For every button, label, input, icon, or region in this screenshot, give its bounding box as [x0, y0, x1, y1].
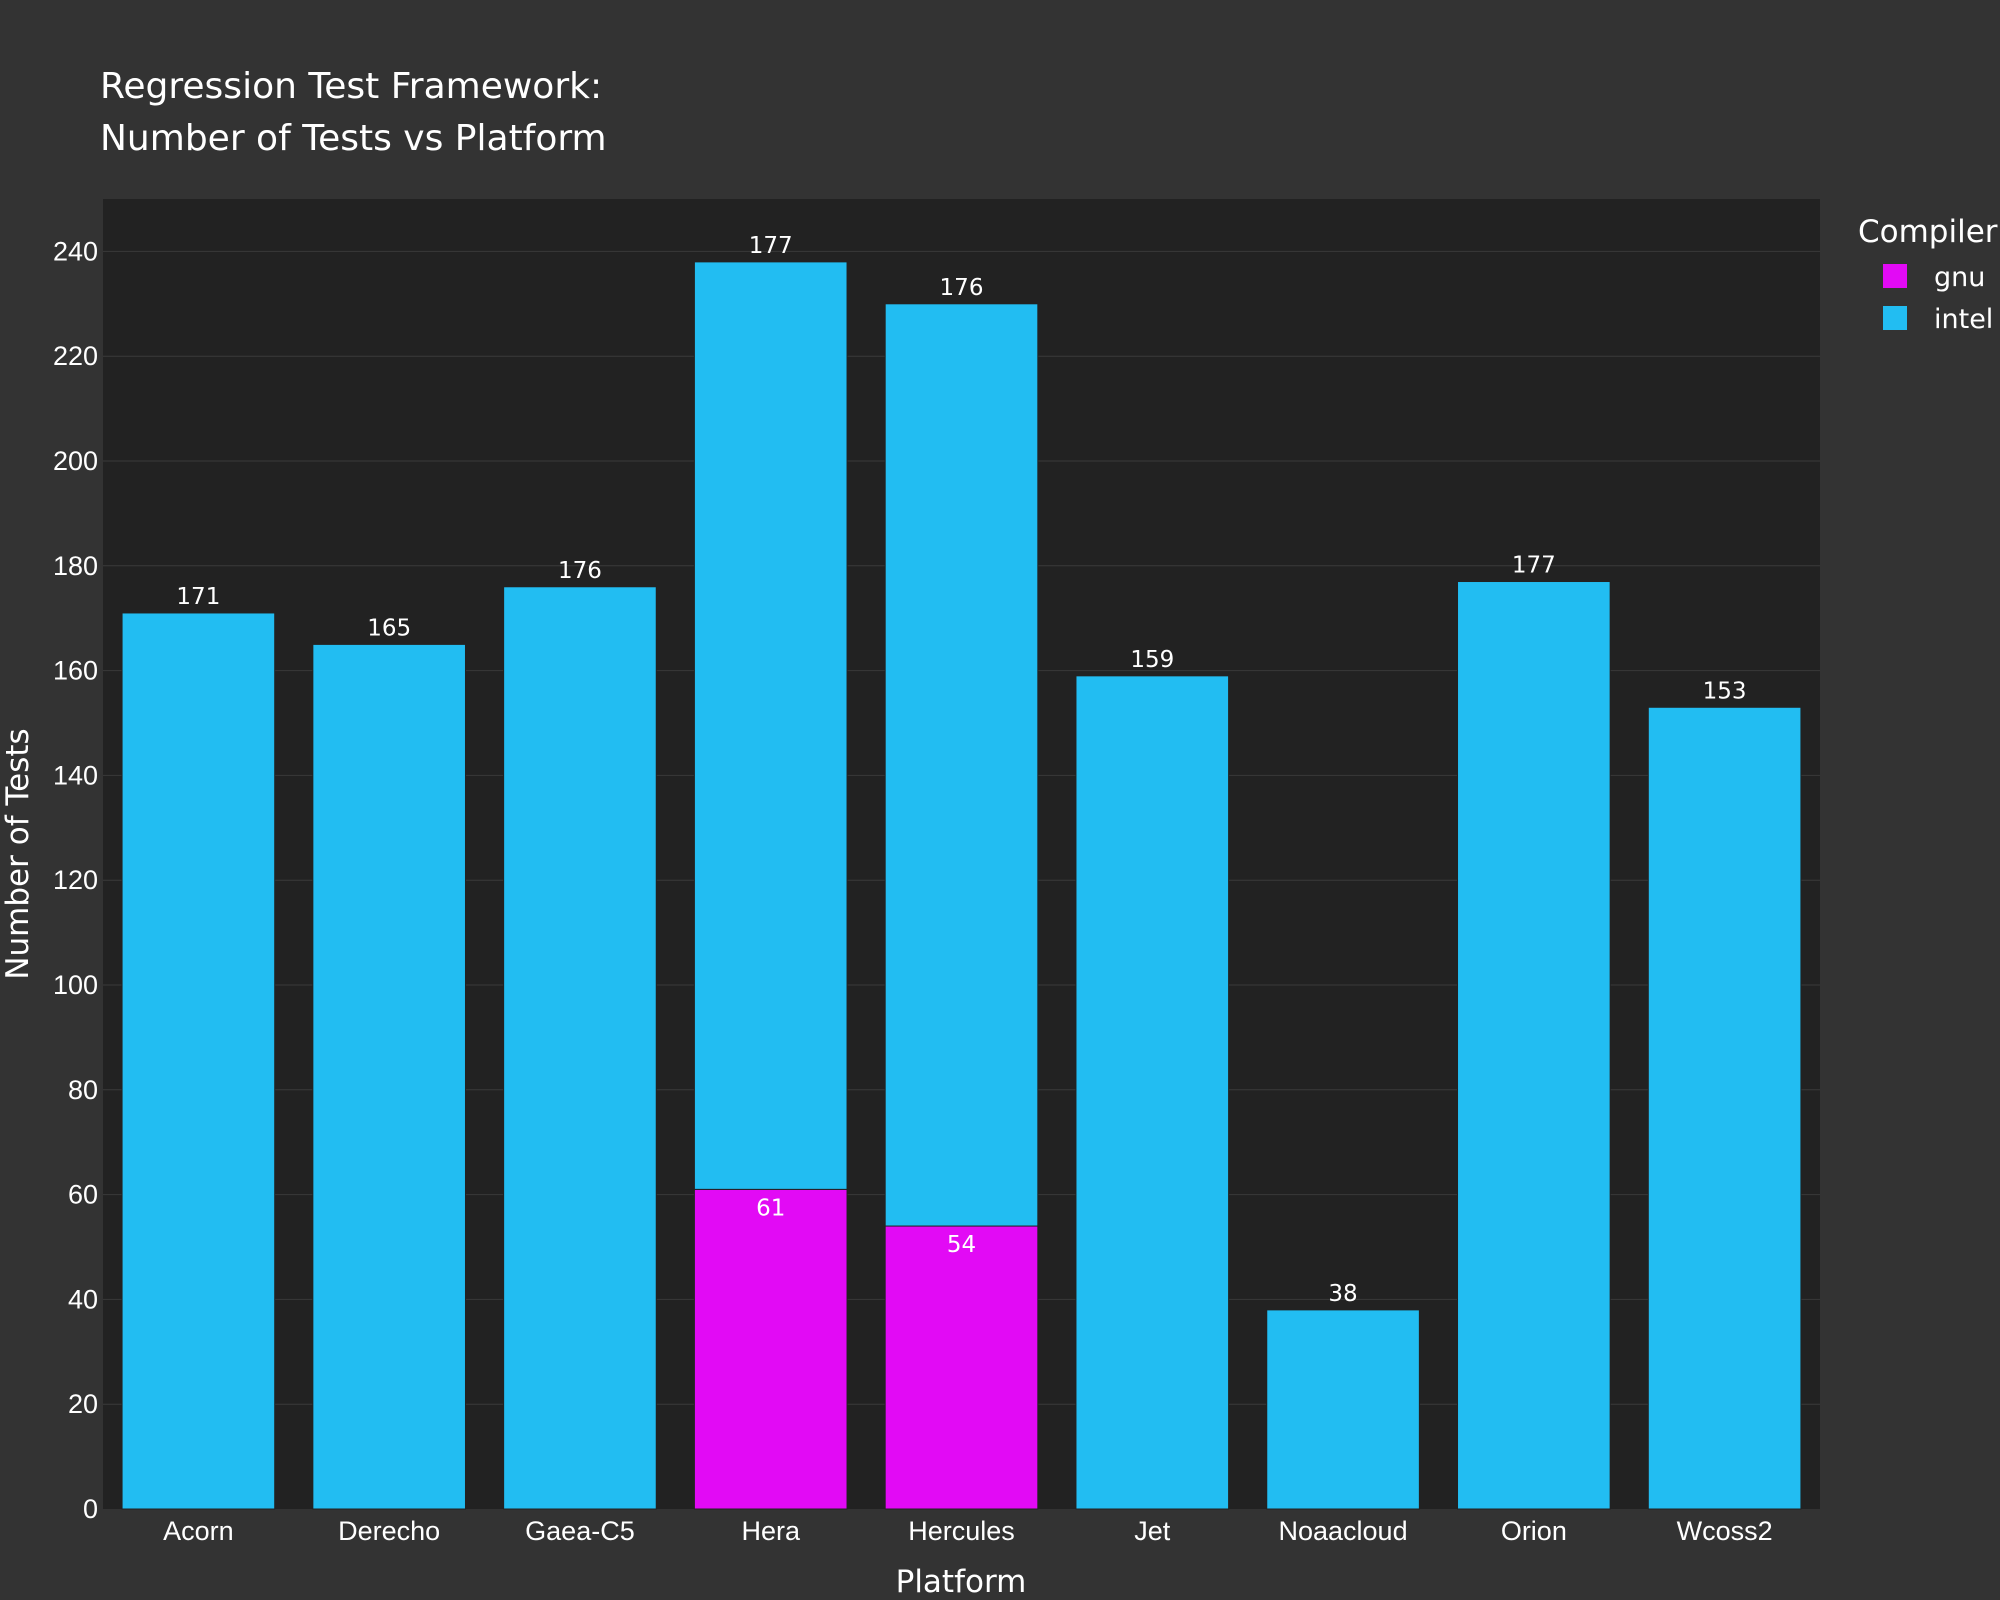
bar-label-gnu-hera: 61 [756, 1195, 785, 1221]
y-tick-label: 80 [68, 1075, 98, 1105]
bar-label-intel-hera: 177 [749, 233, 793, 259]
bar-intel-wcoss2 [1647, 706, 1802, 1510]
x-tick-label: Hercules [908, 1516, 1015, 1546]
y-axis-title: Number of Tests [0, 728, 36, 979]
y-tick-label: 100 [53, 970, 98, 1000]
bar-intel-hera [693, 261, 848, 1190]
bar-label-intel-gaea-c5: 176 [558, 558, 602, 584]
y-axis-ticks: 0 20 40 60 80 100 120 140 160 180 200 220 240 [53, 236, 98, 1524]
bar-label-intel-wcoss2: 153 [1703, 678, 1747, 704]
x-tick-label: Hera [741, 1516, 801, 1546]
bar-intel-orion [1457, 581, 1611, 1510]
x-tick-label: Orion [1501, 1516, 1567, 1546]
legend-swatch-intel [1883, 306, 1907, 330]
y-tick-label: 140 [53, 760, 98, 790]
bar-intel-gaea-c5 [503, 586, 657, 1510]
bars: 61 54 171 165 176 177 176 159 38 177 153 [121, 233, 1802, 1510]
legend-title: Compiler [1858, 214, 1998, 250]
y-tick-label: 120 [53, 865, 98, 895]
bar-label-gnu-hercules: 54 [947, 1232, 976, 1258]
x-axis-ticks: Acorn Derecho Gaea-C5 Hera Hercules Jet Noaacl… [163, 1516, 1773, 1546]
y-tick-label: 220 [53, 341, 98, 371]
legend: Compiler gnu intel [1858, 214, 1998, 335]
y-tick-label: 40 [68, 1284, 98, 1314]
x-tick-label: Jet [1134, 1516, 1171, 1546]
y-tick-label: 160 [53, 656, 98, 686]
chart-title-line-1: Regression Test Framework: [100, 66, 602, 107]
bar-intel-acorn [121, 612, 276, 1510]
legend-label-intel: intel [1934, 304, 1993, 335]
bar-intel-jet [1075, 675, 1230, 1510]
bar-label-intel-hercules: 176 [940, 275, 984, 301]
x-tick-label: Wcoss2 [1677, 1516, 1773, 1546]
chart-title-line-2: Number of Tests vs Platform [100, 118, 607, 159]
bar-intel-noaacloud [1266, 1309, 1420, 1510]
bar-intel-hercules [884, 303, 1039, 1227]
bar-label-intel-orion: 177 [1512, 553, 1556, 579]
bar-gnu-hercules [884, 1225, 1039, 1510]
legend-swatch-gnu [1883, 264, 1907, 288]
bar-label-intel-derecho: 165 [367, 615, 411, 641]
x-tick-label: Acorn [163, 1516, 234, 1546]
x-tick-label: Derecho [338, 1516, 440, 1546]
y-tick-label: 60 [68, 1180, 98, 1210]
x-tick-label: Gaea-C5 [525, 1516, 635, 1546]
bar-label-intel-jet: 159 [1130, 647, 1174, 673]
y-tick-label: 0 [83, 1494, 98, 1524]
bar-label-intel-noaacloud: 38 [1328, 1281, 1357, 1307]
bar-label-intel-acorn: 171 [176, 584, 220, 610]
y-tick-label: 200 [53, 446, 98, 476]
legend-label-gnu: gnu [1934, 262, 1985, 293]
y-tick-label: 240 [53, 236, 98, 266]
y-tick-label: 180 [53, 551, 98, 581]
x-tick-label: Noaacloud [1279, 1516, 1408, 1546]
bar-gnu-hera [693, 1188, 848, 1510]
bar-intel-derecho [312, 643, 466, 1510]
x-axis-title: Platform [896, 1564, 1027, 1600]
y-tick-label: 20 [68, 1389, 98, 1419]
